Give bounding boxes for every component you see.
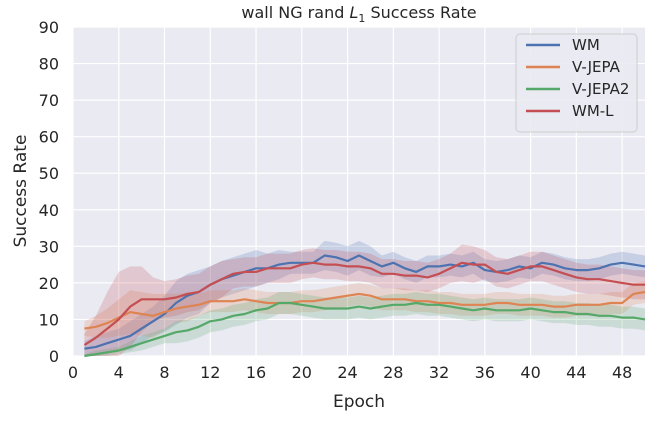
y-tick-label: 50	[39, 164, 59, 183]
x-tick-label: 48	[612, 363, 632, 382]
series-line-wm-l	[83, 261, 645, 346]
x-tick-label: 8	[159, 363, 169, 382]
tick-labels: 0 4 8 12 16 20 24 28 32 36 40 44 4801020304050607080…	[39, 18, 633, 382]
y-tick-label: 10	[39, 310, 59, 329]
y-tick-label: 80	[39, 55, 59, 74]
legend-label: WM	[572, 36, 600, 54]
chart-title: wall NG rand L1 Success Rate	[241, 3, 476, 25]
x-tick-label: 36	[475, 363, 495, 382]
x-tick-label: 12	[200, 363, 220, 382]
legend-label: V-JEPA	[572, 58, 621, 76]
x-axis-label: Epoch	[333, 392, 385, 412]
y-tick-label: 90	[39, 18, 59, 37]
x-tick-label: 32	[429, 363, 449, 382]
x-tick-label: 24	[337, 363, 357, 382]
series-line-v-jepa2	[84, 301, 646, 358]
y-tick-label: 40	[39, 201, 59, 220]
y-tick-label: 0	[49, 347, 59, 366]
series-line-wm	[84, 254, 646, 350]
y-tick-label: 60	[39, 128, 59, 147]
legend: WM V-JEPA V-JEPA2 WM-L	[515, 33, 638, 133]
y-tick-label: 20	[39, 274, 59, 293]
band-v-jepa2	[84, 292, 645, 356]
x-tick-label: 44	[566, 363, 586, 382]
x-tick-label: 4	[114, 363, 124, 382]
legend-box	[515, 33, 638, 133]
y-axis-label: Success Rate	[11, 135, 31, 248]
x-tick-label: 40	[520, 363, 540, 382]
y-tick-label: 70	[39, 91, 59, 110]
series-lines	[83, 254, 646, 358]
x-tick-label: 20	[292, 363, 312, 382]
grid	[72, 26, 645, 357]
series-line-v-jepa	[84, 290, 646, 330]
legend-label: V-JEPA2	[572, 80, 629, 98]
x-tick-label: 28	[383, 363, 403, 382]
x-tick-label: 16	[246, 363, 266, 382]
y-tick-label: 30	[39, 237, 59, 256]
band-v-jepa	[84, 281, 645, 338]
legend-label: WM-L	[572, 102, 614, 120]
x-tick-label: 0	[68, 363, 78, 382]
